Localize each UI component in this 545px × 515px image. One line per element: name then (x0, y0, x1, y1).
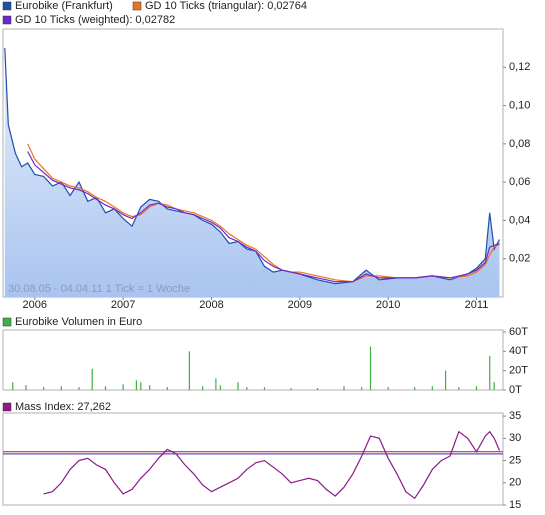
y-tick-label: 0,02 (509, 253, 530, 265)
volume-bar (135, 380, 137, 390)
legend-label: Eurobike Volumen in Euro (15, 316, 142, 328)
y-tick-label: 40T (509, 345, 528, 357)
volume-bar (431, 386, 433, 390)
legend-label: GD 10 Ticks (weighted): 0,02782 (15, 14, 175, 26)
volume-bar (369, 346, 372, 390)
legend-label: GD 10 Ticks (triangular): 0,02764 (145, 0, 307, 12)
volume-bar (489, 356, 491, 390)
legend-swatch (2, 1, 12, 11)
y-tick-label: 35 (509, 410, 521, 422)
volume-bar (290, 388, 292, 390)
volume-bar (444, 370, 447, 390)
volume-bar (43, 387, 45, 390)
y-tick-label: 0,12 (509, 61, 530, 73)
y-tick-label: 0T (509, 384, 522, 396)
y-tick-label: 20T (509, 365, 528, 377)
plot-frame (2, 329, 504, 391)
volume-bar (91, 368, 93, 390)
volume-bar (122, 384, 124, 390)
y-tick-label: 0,06 (509, 176, 530, 188)
legend-swatch (132, 1, 142, 11)
volume-bar (25, 385, 27, 390)
volume-bar (188, 351, 190, 390)
volume-bar (263, 387, 266, 390)
volume-bar (458, 387, 460, 390)
volume-bar (104, 386, 107, 390)
y-tick-label: 0,08 (509, 138, 530, 150)
legend-swatch (2, 402, 12, 412)
x-tick-label: 2011 (465, 299, 489, 311)
x-tick-label: 2009 (288, 299, 312, 311)
volume-bar (387, 387, 389, 390)
y-tick-label: 20 (509, 477, 521, 489)
y-tick-label: 30 (509, 432, 521, 444)
volume-bar (343, 386, 345, 390)
volume-bar (78, 387, 80, 390)
volume-bar (237, 382, 239, 390)
x-tick-label: 2007 (111, 299, 135, 311)
y-tick-label: 60T (509, 326, 528, 338)
volume-bar (475, 386, 478, 390)
series-line (43, 430, 501, 500)
legend-swatch (2, 15, 12, 25)
legend-label: Mass Index: 27,262 (15, 401, 111, 413)
y-tick-label: 25 (509, 454, 521, 466)
plot-frame (2, 412, 504, 506)
volume-bar (316, 388, 319, 390)
y-tick-label: 0,04 (509, 214, 530, 226)
x-tick-label: 2006 (23, 299, 47, 311)
volume-bar (361, 387, 363, 390)
volume-bar (149, 385, 151, 390)
date-range-note: 30.08.05 - 04.04.11 1 Tick = 1 Woche (8, 283, 190, 295)
volume-bar (202, 386, 204, 390)
price-area (4, 48, 500, 297)
series-line (27, 151, 500, 283)
volume-bar (219, 385, 221, 390)
volume-bar (215, 378, 217, 390)
volume-bar (493, 382, 495, 390)
y-tick-label: 0,10 (509, 99, 530, 111)
legend-swatch (2, 317, 12, 327)
volume-bar (246, 387, 248, 390)
volume-bar (166, 387, 168, 390)
legend-label: Eurobike (Frankfurt) (15, 0, 113, 12)
volume-bar (414, 387, 416, 390)
y-tick-label: 15 (509, 499, 521, 511)
volume-bar (140, 382, 142, 390)
volume-bar (12, 382, 14, 390)
volume-bar (60, 386, 62, 390)
x-tick-label: 2010 (376, 299, 400, 311)
x-tick-label: 2008 (199, 299, 223, 311)
